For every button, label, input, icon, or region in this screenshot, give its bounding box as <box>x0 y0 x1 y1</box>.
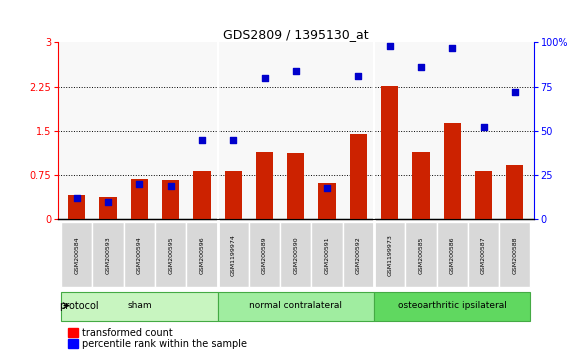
Point <box>385 43 394 49</box>
Text: GSM200592: GSM200592 <box>356 236 361 274</box>
Bar <box>506 165 523 219</box>
FancyBboxPatch shape <box>374 292 531 321</box>
Point <box>135 181 144 187</box>
Text: GSM200596: GSM200596 <box>200 236 204 274</box>
FancyBboxPatch shape <box>437 222 468 287</box>
Bar <box>412 152 430 219</box>
Text: sham: sham <box>127 301 151 310</box>
Text: percentile rank within the sample: percentile rank within the sample <box>82 339 246 349</box>
Point <box>448 45 457 51</box>
Text: GSM1199974: GSM1199974 <box>231 234 235 276</box>
Bar <box>287 153 305 219</box>
Bar <box>130 179 148 219</box>
Point <box>354 73 363 79</box>
FancyBboxPatch shape <box>155 222 186 287</box>
Point <box>229 137 238 143</box>
Point <box>197 137 206 143</box>
Bar <box>381 86 398 219</box>
FancyBboxPatch shape <box>218 292 374 321</box>
FancyBboxPatch shape <box>92 222 124 287</box>
Bar <box>475 171 492 219</box>
Text: GSM200588: GSM200588 <box>512 236 517 274</box>
Text: GSM200587: GSM200587 <box>481 236 486 274</box>
Point <box>72 195 81 201</box>
Text: osteoarthritic ipsilateral: osteoarthritic ipsilateral <box>398 301 507 310</box>
Point <box>322 185 332 190</box>
Bar <box>318 183 336 219</box>
Bar <box>224 171 242 219</box>
Bar <box>444 123 461 219</box>
FancyBboxPatch shape <box>61 222 92 287</box>
Point <box>479 125 488 130</box>
Bar <box>350 134 367 219</box>
Bar <box>68 195 85 219</box>
Text: GSM200585: GSM200585 <box>418 236 423 274</box>
FancyBboxPatch shape <box>124 222 155 287</box>
FancyBboxPatch shape <box>61 292 218 321</box>
Point <box>291 68 300 74</box>
Text: transformed count: transformed count <box>82 327 172 338</box>
Text: GSM200593: GSM200593 <box>106 236 111 274</box>
FancyBboxPatch shape <box>280 222 311 287</box>
Point <box>510 89 520 95</box>
Text: normal contralateral: normal contralateral <box>249 301 342 310</box>
Point <box>260 75 269 81</box>
Bar <box>67 328 78 337</box>
FancyBboxPatch shape <box>343 222 374 287</box>
FancyBboxPatch shape <box>468 222 499 287</box>
FancyBboxPatch shape <box>374 222 405 287</box>
Text: GSM200594: GSM200594 <box>137 236 142 274</box>
Text: GSM200586: GSM200586 <box>450 236 455 274</box>
Bar <box>256 152 273 219</box>
Text: GSM200591: GSM200591 <box>325 236 329 274</box>
Point <box>166 183 175 189</box>
Bar <box>193 171 211 219</box>
FancyBboxPatch shape <box>218 222 249 287</box>
Point <box>103 199 113 205</box>
FancyBboxPatch shape <box>186 222 218 287</box>
Text: GSM1199973: GSM1199973 <box>387 234 392 276</box>
Bar <box>99 197 117 219</box>
Bar <box>67 339 78 348</box>
Text: GSM200590: GSM200590 <box>293 236 298 274</box>
FancyBboxPatch shape <box>405 222 437 287</box>
FancyBboxPatch shape <box>499 222 531 287</box>
Point <box>416 64 426 70</box>
FancyBboxPatch shape <box>249 222 280 287</box>
Bar <box>162 180 179 219</box>
Text: protocol: protocol <box>59 301 98 310</box>
Title: GDS2809 / 1395130_at: GDS2809 / 1395130_at <box>223 28 369 41</box>
FancyBboxPatch shape <box>311 222 343 287</box>
Text: GSM200584: GSM200584 <box>74 236 79 274</box>
Text: GSM200589: GSM200589 <box>262 236 267 274</box>
Text: GSM200595: GSM200595 <box>168 236 173 274</box>
